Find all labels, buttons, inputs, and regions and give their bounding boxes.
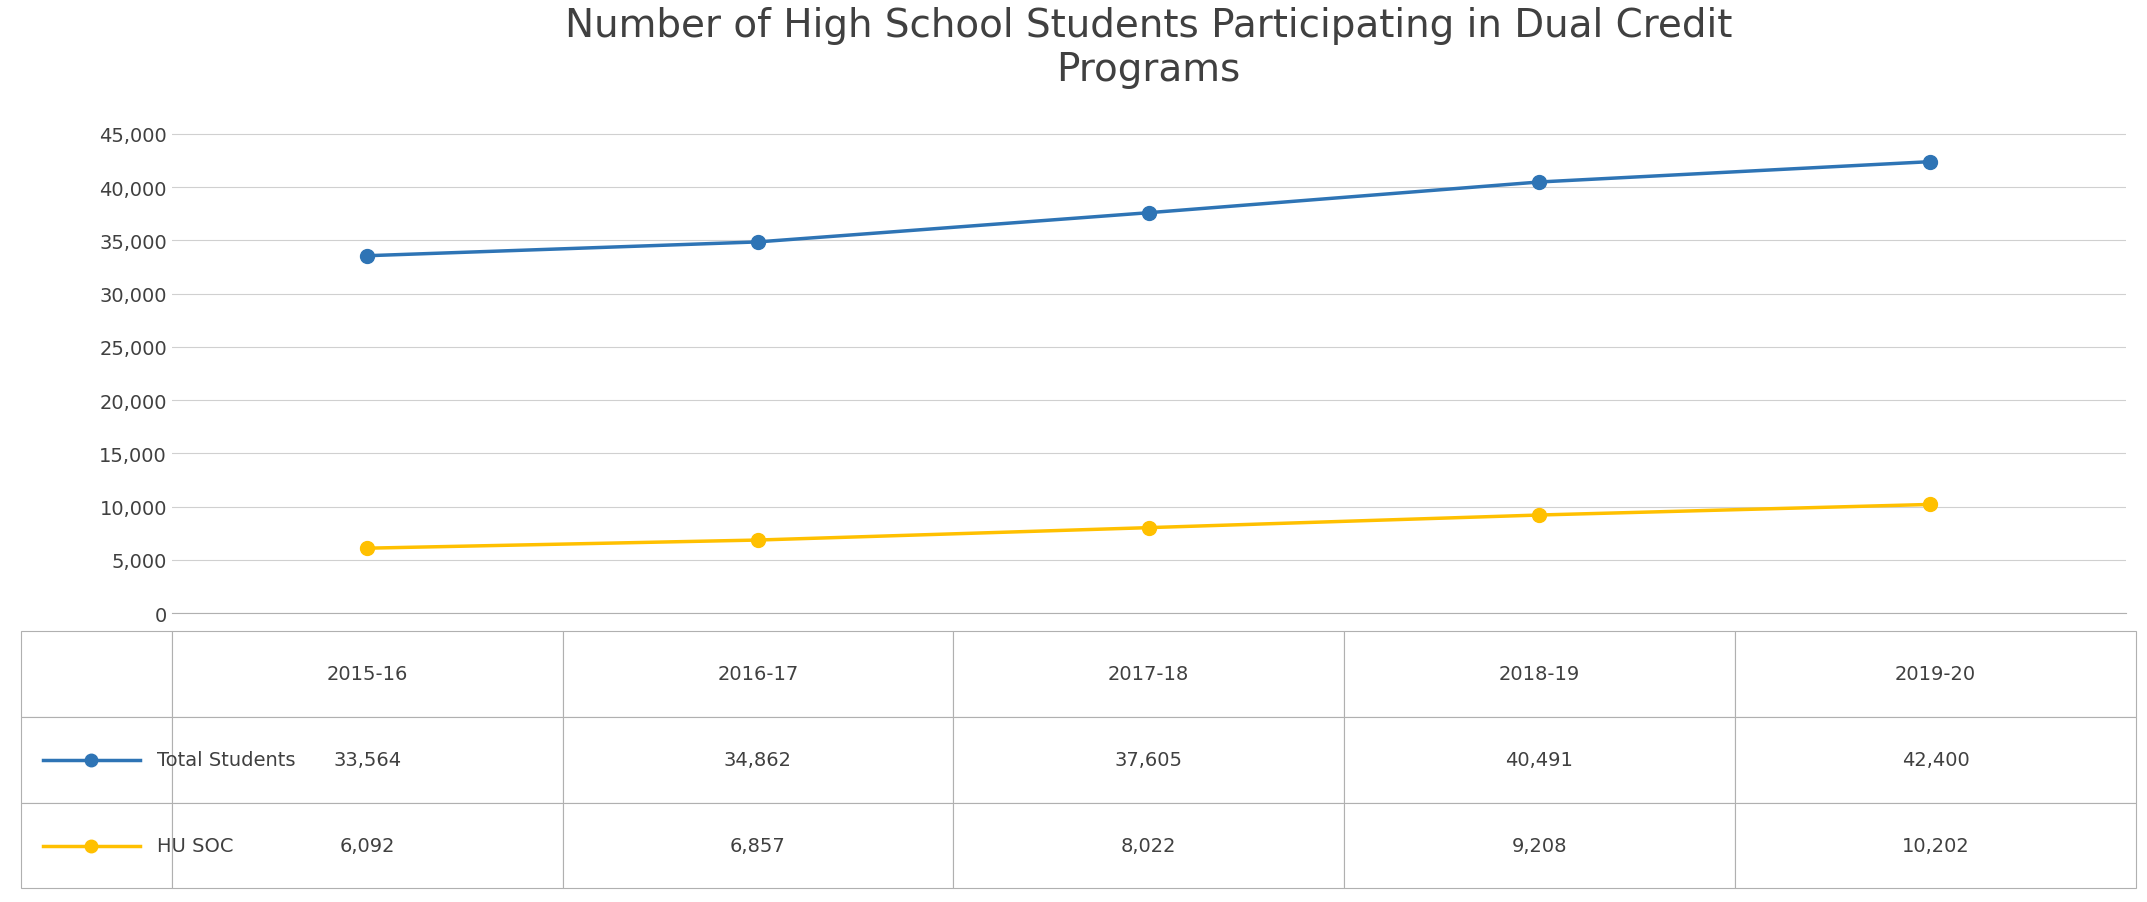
Text: 33,564: 33,564 — [333, 750, 401, 769]
Text: 2016-17: 2016-17 — [717, 665, 799, 684]
Text: 8,022: 8,022 — [1121, 836, 1177, 855]
Text: 2019-20: 2019-20 — [1896, 665, 1975, 684]
Text: 42,400: 42,400 — [1902, 750, 1969, 769]
Text: 2017-18: 2017-18 — [1108, 665, 1189, 684]
Text: HU SOC: HU SOC — [157, 836, 234, 855]
Text: 6,092: 6,092 — [339, 836, 395, 855]
Text: 9,208: 9,208 — [1511, 836, 1567, 855]
Text: Total Students: Total Students — [157, 750, 296, 769]
Text: 2018-19: 2018-19 — [1499, 665, 1580, 684]
Title: Number of High School Students Participating in Dual Credit
Programs: Number of High School Students Participa… — [565, 6, 1733, 88]
Text: 6,857: 6,857 — [730, 836, 786, 855]
Text: 34,862: 34,862 — [724, 750, 792, 769]
Text: 37,605: 37,605 — [1114, 750, 1183, 769]
Text: 10,202: 10,202 — [1902, 836, 1969, 855]
Text: 2015-16: 2015-16 — [326, 665, 408, 684]
Text: 40,491: 40,491 — [1505, 750, 1574, 769]
